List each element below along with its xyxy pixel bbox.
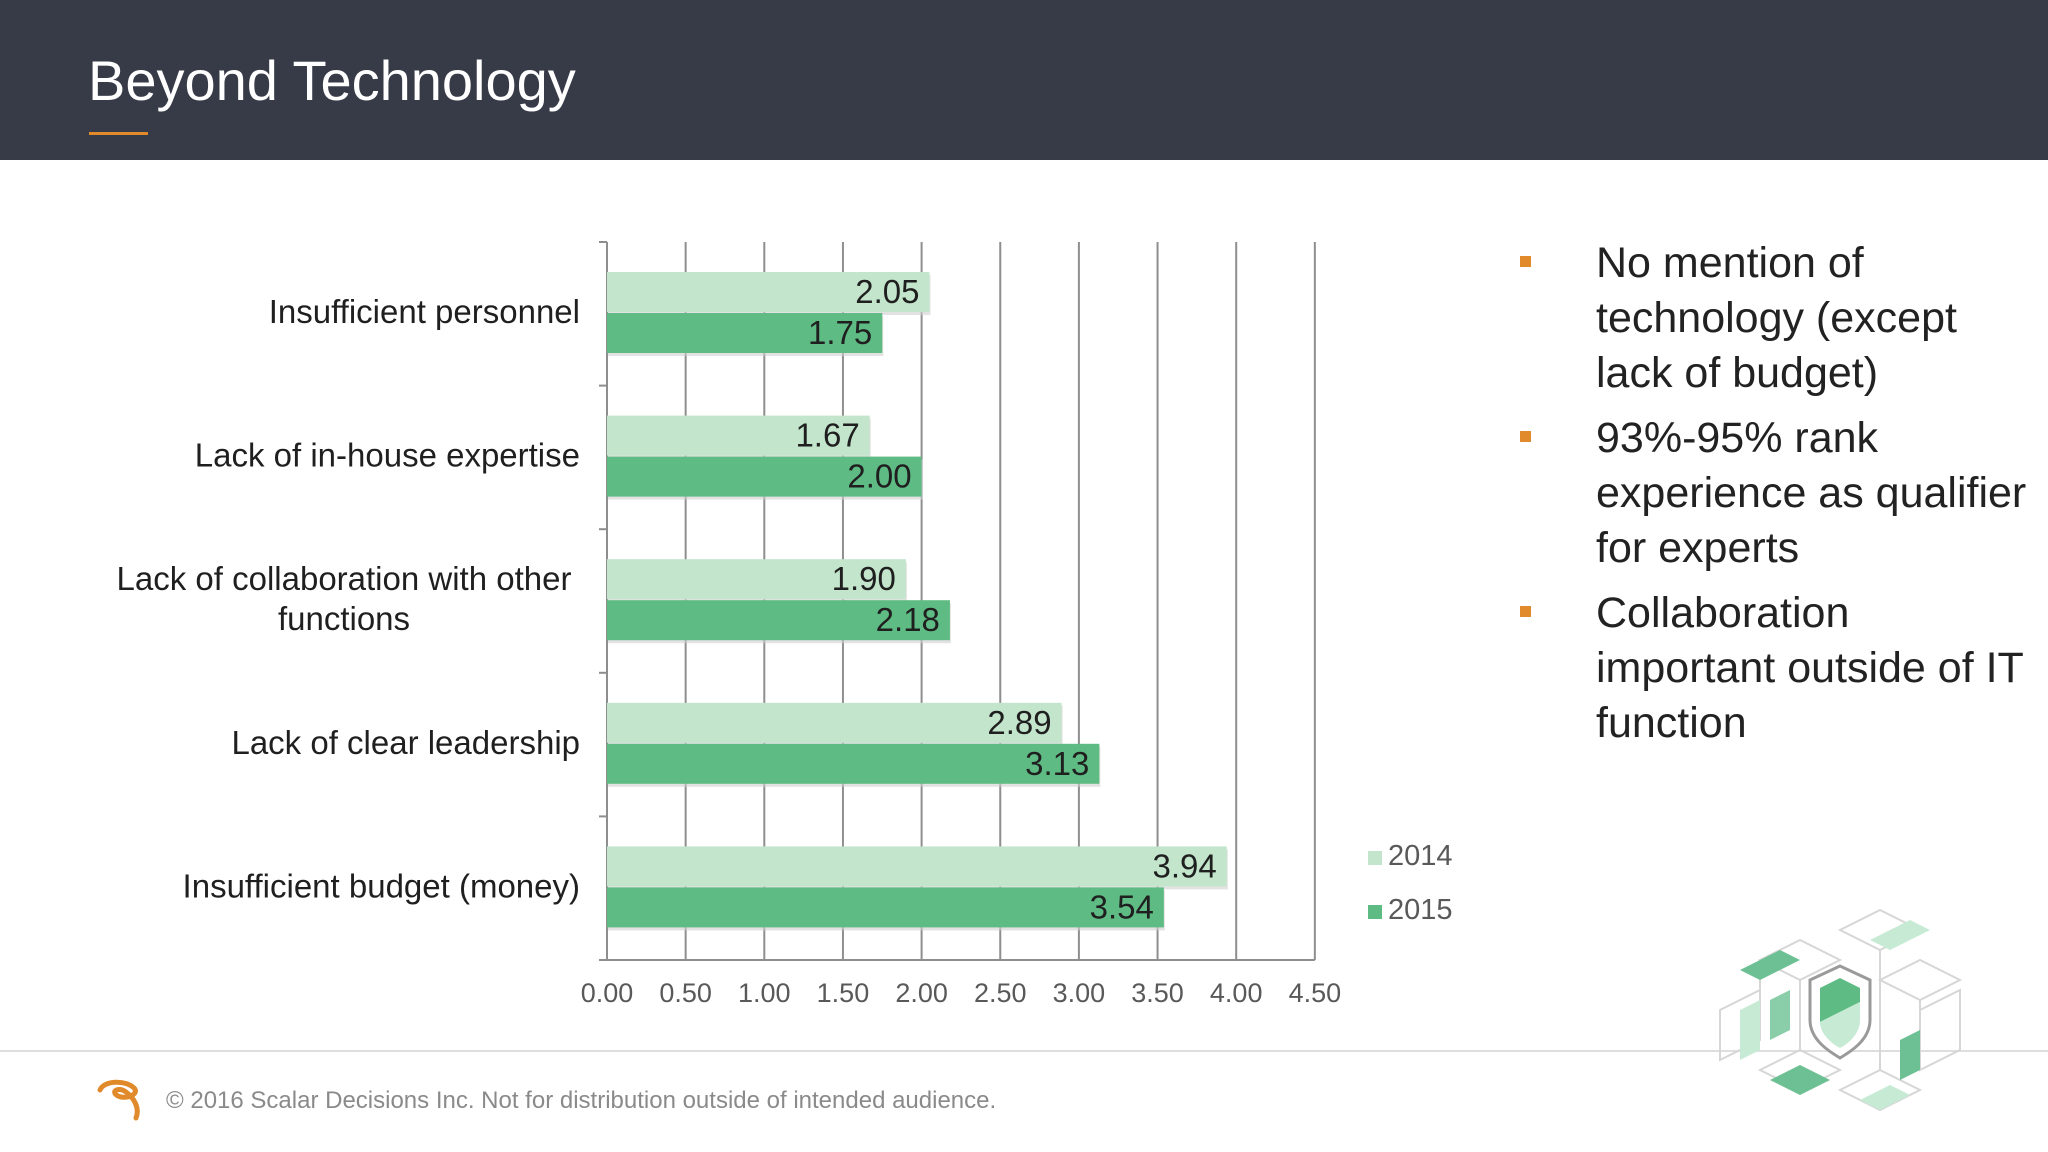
bar-2014 [607, 415, 870, 456]
bullet-item: 93%-95% rank experience as qualifier for… [1516, 411, 2036, 576]
x-tick-label: 4.50 [1289, 978, 1342, 1008]
slide-title: Beyond Technology [88, 49, 576, 112]
bar-2015 [607, 887, 1164, 928]
x-tick-label: 2.00 [895, 978, 948, 1008]
category-label: Lack of clear leadership [231, 724, 580, 761]
data-label: 1.75 [808, 314, 872, 351]
bar-2014 [607, 702, 1062, 743]
x-tick-label: 3.00 [1053, 978, 1106, 1008]
legend-swatch-2015 [1368, 905, 1382, 919]
bullet-text: 93%-95% rank experience as qualifier for… [1596, 414, 2027, 572]
x-tick-label: 3.50 [1131, 978, 1184, 1008]
footer-divider [0, 1050, 2048, 1052]
x-tick-label: 4.00 [1210, 978, 1263, 1008]
bar-2015 [607, 313, 883, 353]
bullet-text: No mention of technology (except lack of… [1596, 239, 1957, 397]
data-label: 2.00 [847, 458, 911, 495]
bullet-item: Collaboration important outside of IT fu… [1516, 586, 2036, 751]
bullet-item: No mention of technology (except lack of… [1516, 236, 2036, 401]
legend-label: 2014 [1388, 840, 1453, 872]
data-label: 3.54 [1090, 888, 1154, 925]
bullet-list: No mention of technology (except lack of… [1516, 236, 2036, 761]
data-label: 2.05 [855, 273, 919, 310]
data-label: 2.18 [876, 601, 940, 638]
bullet-square-icon [1520, 606, 1531, 617]
data-label: 1.90 [832, 560, 896, 597]
bar-chart: 0.00 0.50 1.00 1.50 2.00 2.50 3.00 3.50 4.00 4.50… [117, 241, 1453, 1008]
x-tick-label: 1.00 [738, 978, 791, 1008]
slide-header [0, 0, 2048, 160]
legend-label: 2015 [1388, 894, 1453, 926]
data-label: 3.94 [1153, 847, 1217, 884]
legend-swatch-2014 [1368, 851, 1382, 865]
scalar-logo-icon [97, 1079, 140, 1121]
bar-2015 [607, 456, 922, 497]
title-underline [89, 132, 148, 135]
bar-2015 [607, 600, 950, 641]
bar-2014 [607, 272, 930, 312]
data-label: 1.67 [795, 417, 859, 454]
bullet-text: Collaboration important outside of IT fu… [1596, 589, 2024, 747]
category-label: Lack of in-house expertise [195, 437, 580, 474]
bar-2015 [607, 743, 1100, 784]
x-tick-label: 2.50 [974, 978, 1027, 1008]
category-label: Insufficient personnel [269, 293, 580, 330]
footer-copyright: © 2016 Scalar Decisions Inc. Not for dis… [166, 1087, 997, 1114]
bullet-square-icon [1520, 431, 1531, 442]
data-label: 3.13 [1025, 745, 1089, 782]
x-tick-label: 1.50 [817, 978, 870, 1008]
x-tick-label: 0.50 [659, 978, 712, 1008]
bar-2014 [607, 846, 1227, 887]
x-tick-label: 0.00 [581, 978, 634, 1008]
bar-2014 [607, 559, 906, 600]
cube-shield-logo-icon [1719, 908, 1963, 1112]
category-label: Lack of collaboration with other function… [117, 560, 572, 637]
category-label-line: Lack of collaboration with other [117, 560, 572, 597]
category-label: Insufficient budget (money) [183, 867, 580, 904]
bullet-square-icon [1520, 256, 1531, 267]
category-label-line: functions [278, 600, 410, 637]
data-label: 2.89 [987, 704, 1051, 741]
